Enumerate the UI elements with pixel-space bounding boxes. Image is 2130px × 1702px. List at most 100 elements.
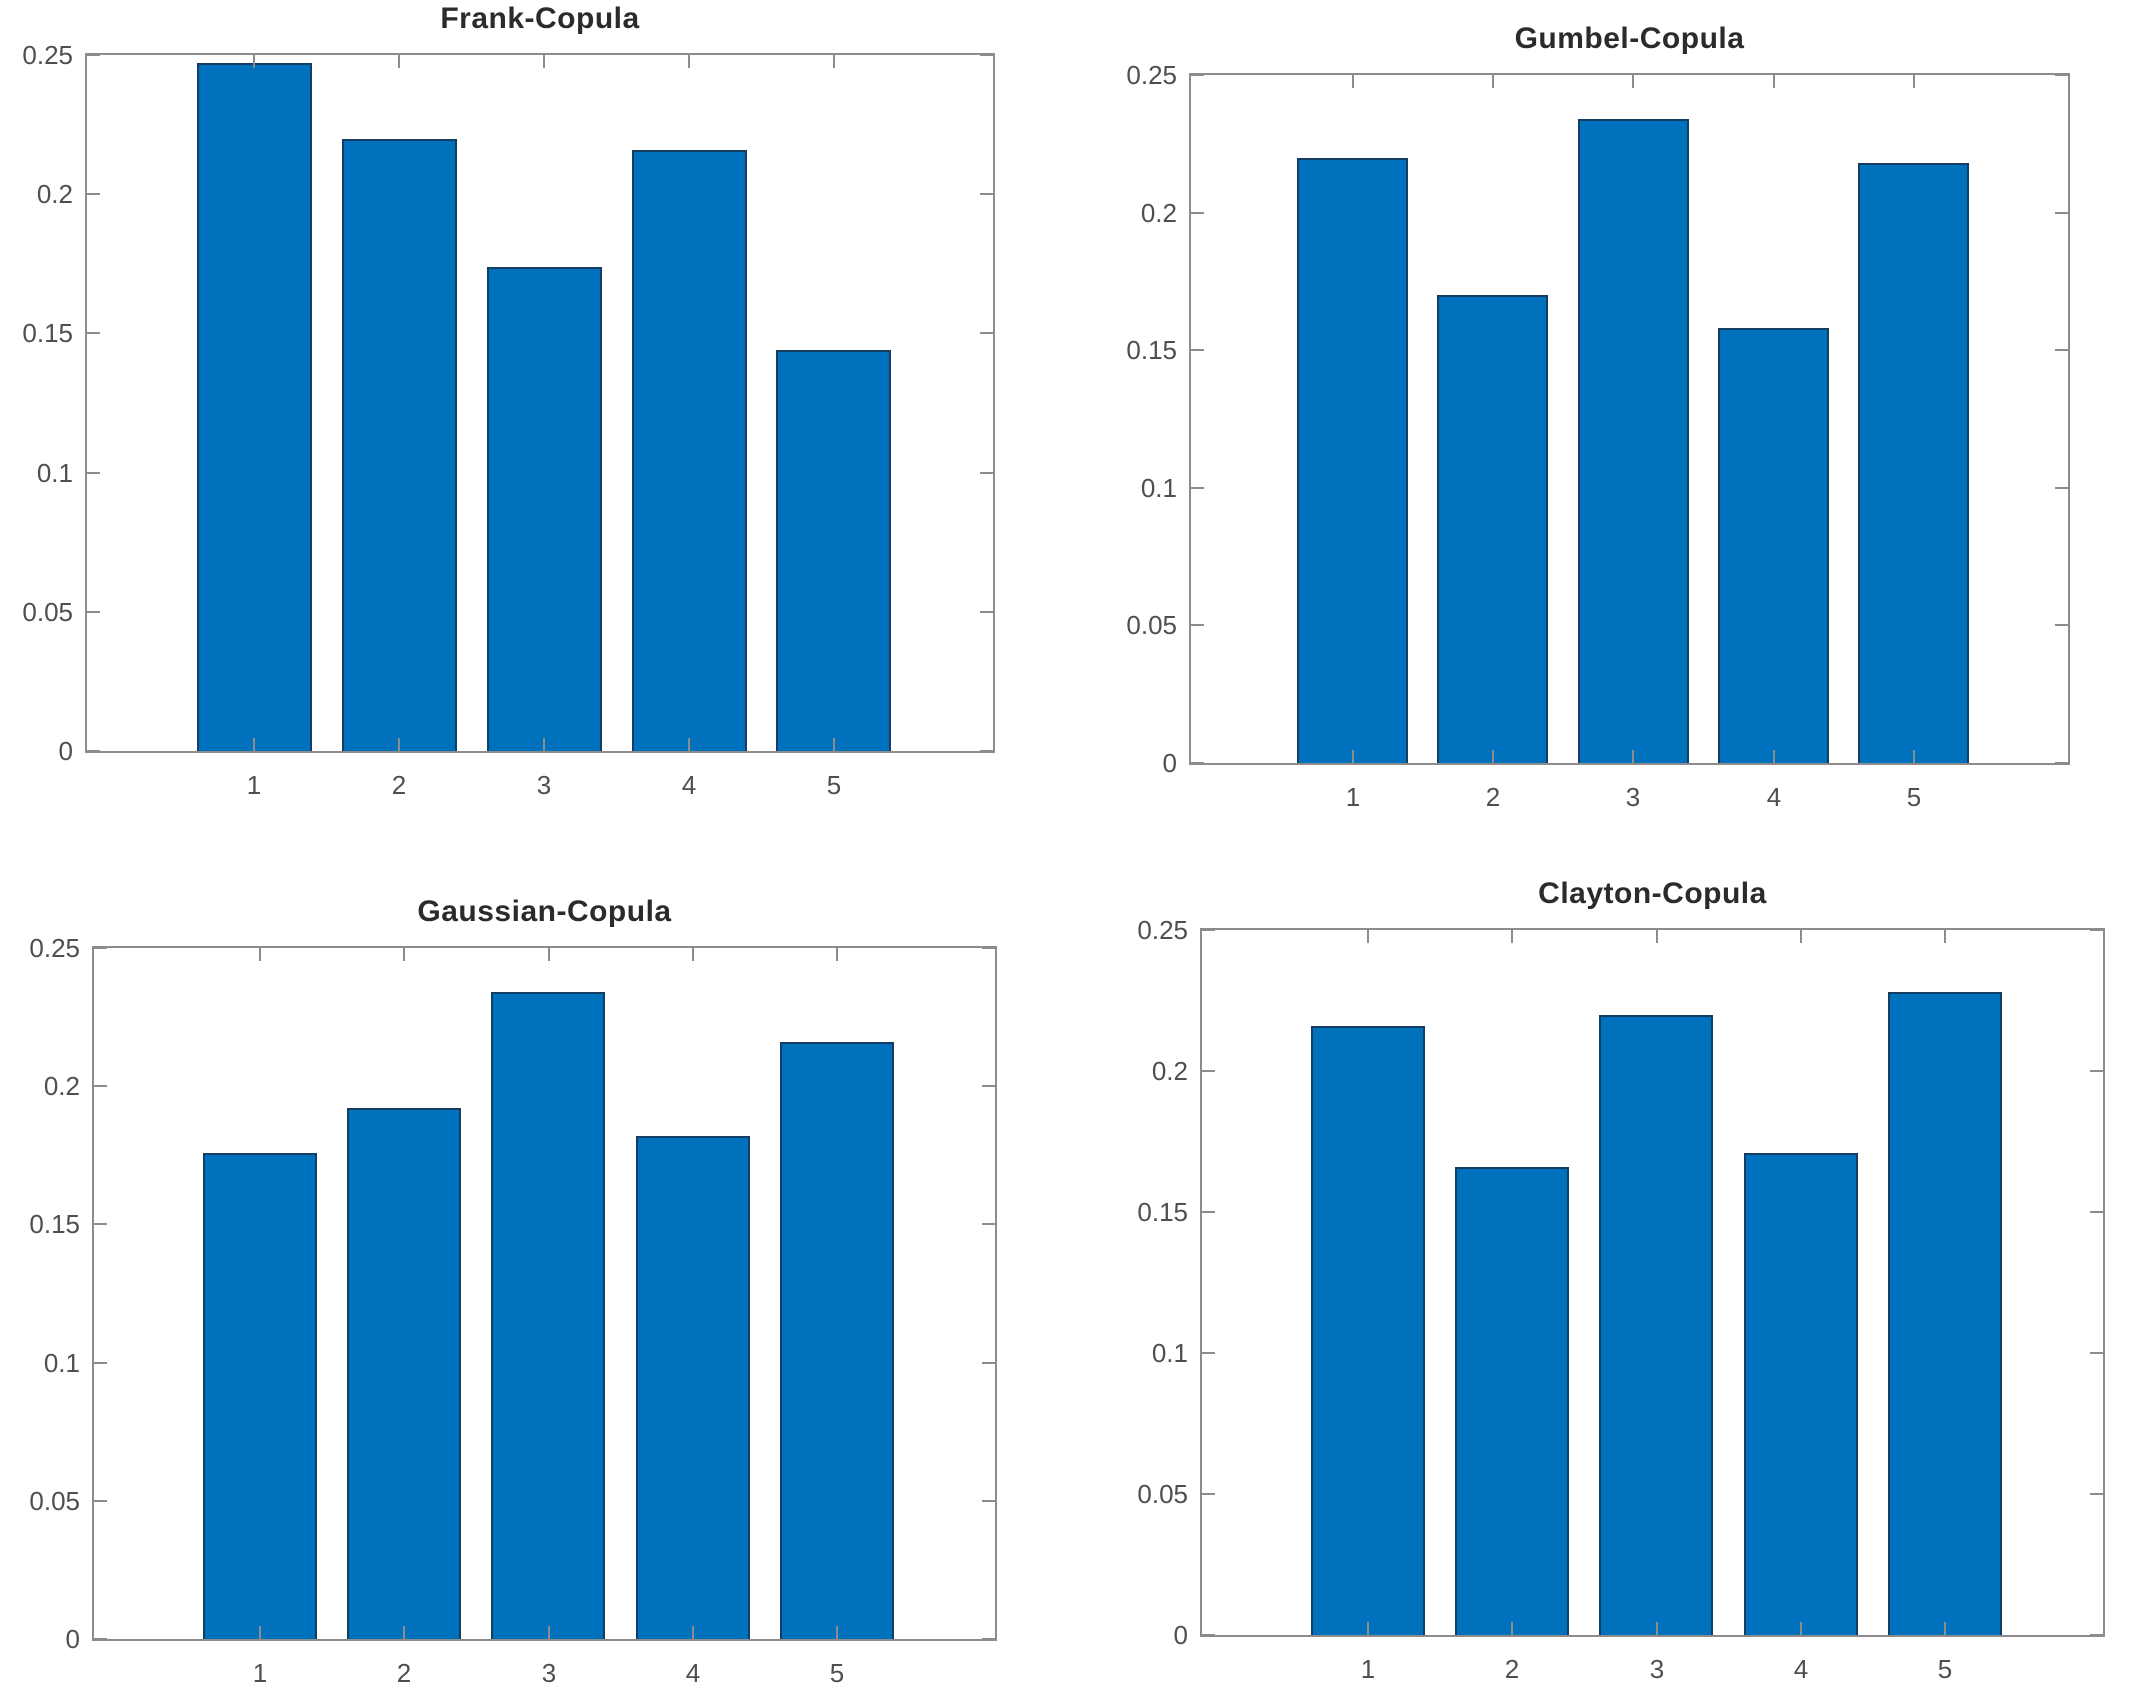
y-tick-mark: [1191, 762, 1204, 764]
x-tick-mark: [398, 738, 400, 751]
bar: [780, 1042, 894, 1639]
y-axis-tick-label: 0.2: [43, 1071, 80, 1101]
x-tick-mark: [1656, 1622, 1658, 1635]
x-axis-tick-label: 4: [681, 770, 697, 800]
bar: [1455, 1167, 1569, 1635]
y-axis-tick-label: 0.05: [1137, 1479, 1188, 1509]
x-tick-mark: [398, 55, 400, 68]
y-tick-mark: [980, 750, 993, 752]
y-tick-mark: [2055, 74, 2068, 76]
y-tick-mark: [87, 54, 100, 56]
y-tick-mark: [980, 54, 993, 56]
bar: [203, 1153, 317, 1639]
y-axis-tick-label: 0: [58, 736, 73, 766]
y-tick-mark: [1202, 1493, 1215, 1495]
x-axis-tick-label: 1: [1360, 1654, 1376, 1684]
y-tick-mark: [1191, 624, 1204, 626]
y-tick-mark: [1191, 212, 1204, 214]
x-tick-mark: [1913, 75, 1915, 88]
y-tick-mark: [982, 947, 995, 949]
y-tick-mark: [2055, 349, 2068, 351]
y-axis-tick-label: 0.15: [29, 1209, 80, 1239]
y-axis-tick-label: 0.2: [1140, 198, 1177, 228]
y-tick-mark: [980, 472, 993, 474]
y-tick-mark: [2090, 1634, 2103, 1636]
x-axis-tick-label: 2: [1485, 782, 1501, 812]
plot-area: [92, 946, 997, 1641]
x-tick-mark: [1656, 930, 1658, 943]
bar: [342, 139, 457, 751]
x-tick-mark: [836, 1626, 838, 1639]
x-tick-mark: [692, 948, 694, 961]
x-tick-mark: [1511, 930, 1513, 943]
x-tick-mark: [403, 948, 405, 961]
bar: [1311, 1026, 1425, 1635]
x-tick-mark: [1800, 930, 1802, 943]
x-tick-mark: [1352, 750, 1354, 763]
y-tick-mark: [87, 472, 100, 474]
y-tick-mark: [2055, 762, 2068, 764]
bar: [776, 350, 891, 751]
x-tick-mark: [403, 1626, 405, 1639]
chart-title: Frank-Copula: [440, 2, 640, 35]
bar: [1599, 1015, 1713, 1635]
y-tick-mark: [2055, 487, 2068, 489]
y-tick-mark: [982, 1638, 995, 1640]
chart-title: Gumbel-Copula: [1514, 22, 1745, 55]
bar: [1437, 295, 1548, 763]
y-tick-mark: [87, 193, 100, 195]
y-tick-mark: [94, 947, 107, 949]
y-tick-mark: [1191, 487, 1204, 489]
x-tick-mark: [543, 738, 545, 751]
x-tick-mark: [833, 55, 835, 68]
x-tick-mark: [1773, 75, 1775, 88]
x-axis-tick-label: 5: [1906, 782, 1922, 812]
x-tick-mark: [688, 55, 690, 68]
y-tick-mark: [94, 1500, 107, 1502]
y-axis-tick-label: 0.1: [1151, 1338, 1188, 1368]
x-tick-mark: [1367, 930, 1369, 943]
y-axis-tick-label: 0.2: [36, 179, 73, 209]
bar: [636, 1136, 750, 1639]
x-axis-tick-label: 1: [1345, 782, 1361, 812]
y-tick-mark: [94, 1362, 107, 1364]
x-tick-mark: [1352, 75, 1354, 88]
x-tick-mark: [1492, 75, 1494, 88]
y-axis-tick-label: 0.05: [1126, 610, 1177, 640]
y-tick-mark: [1202, 1352, 1215, 1354]
y-tick-mark: [980, 332, 993, 334]
y-tick-mark: [94, 1638, 107, 1640]
x-axis-tick-label: 1: [252, 1658, 268, 1688]
y-tick-mark: [982, 1223, 995, 1225]
y-axis-tick-label: 0.2: [1151, 1056, 1188, 1086]
x-tick-mark: [1800, 1622, 1802, 1635]
bar: [1888, 992, 2002, 1635]
y-tick-mark: [980, 193, 993, 195]
x-axis-tick-label: 5: [1937, 1654, 1953, 1684]
x-axis-tick-label: 3: [1625, 782, 1641, 812]
x-axis-tick-label: 3: [541, 1658, 557, 1688]
y-tick-mark: [2090, 929, 2103, 931]
x-tick-mark: [543, 55, 545, 68]
y-tick-mark: [1202, 1211, 1215, 1213]
y-tick-mark: [2055, 212, 2068, 214]
bar: [1718, 328, 1829, 763]
x-tick-mark: [1492, 750, 1494, 763]
x-axis-tick-label: 3: [1649, 1654, 1665, 1684]
y-tick-mark: [2090, 1070, 2103, 1072]
y-axis-tick-label: 0.25: [29, 933, 80, 963]
x-tick-mark: [1632, 750, 1634, 763]
y-tick-mark: [982, 1500, 995, 1502]
y-tick-mark: [87, 611, 100, 613]
x-tick-mark: [1773, 750, 1775, 763]
x-tick-mark: [1913, 750, 1915, 763]
plot-area: [1189, 73, 2070, 765]
y-axis-tick-label: 0: [1162, 748, 1177, 778]
x-axis-tick-label: 2: [1504, 1654, 1520, 1684]
y-tick-mark: [2090, 1352, 2103, 1354]
y-axis-tick-label: 0.05: [22, 597, 73, 627]
x-tick-mark: [253, 55, 255, 68]
